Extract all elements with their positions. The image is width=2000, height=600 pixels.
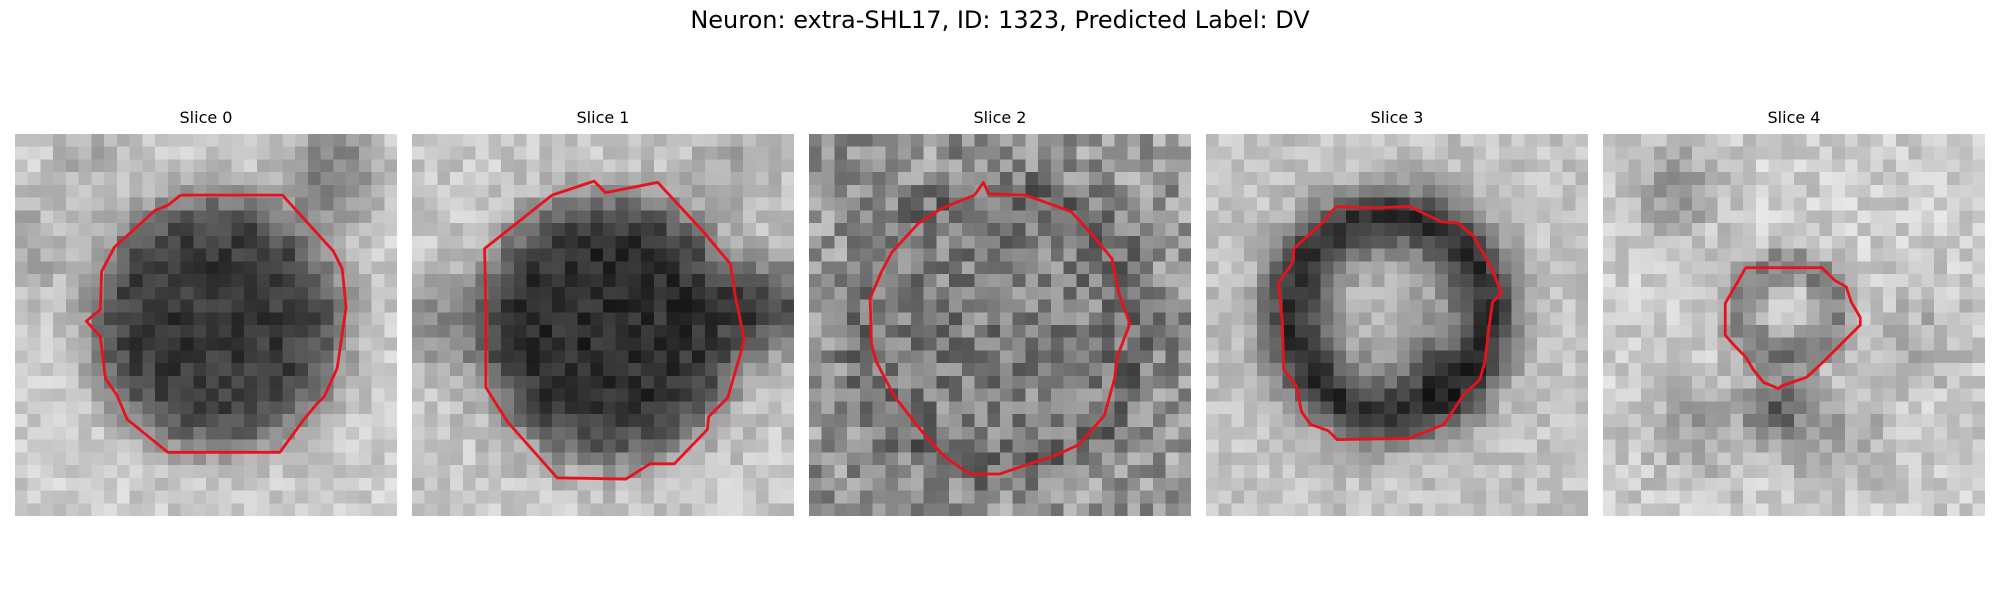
neuron-contour (1723, 266, 1862, 391)
neuron-contour (1277, 205, 1503, 442)
contour-overlay-4 (1723, 266, 1862, 391)
slice-title: Slice 4 (1767, 108, 1821, 127)
neuron-contour (84, 193, 348, 454)
slice-title: Slice 1 (576, 108, 630, 127)
figure-title: Neuron: extra-SHL17, ID: 1323, Predicted… (690, 6, 1310, 34)
slice-title: Slice 2 (973, 108, 1027, 127)
slice-image (15, 134, 397, 516)
contour-overlay-0 (84, 193, 348, 454)
slice-image (809, 134, 1191, 516)
neuron-contour (868, 180, 1132, 476)
grayscale-image-3 (1206, 134, 1588, 516)
contour-overlay-1 (483, 179, 746, 481)
grayscale-image-1 (412, 134, 794, 516)
neuron-contour (483, 179, 746, 481)
contour-overlay-2 (868, 180, 1132, 476)
grayscale-image-4 (1603, 134, 1985, 516)
grayscale-image-2 (809, 134, 1191, 516)
slice-title: Slice 3 (1370, 108, 1424, 127)
slice-image (1206, 134, 1588, 516)
contour-overlay-3 (1277, 205, 1503, 442)
slice-image (1603, 134, 1985, 516)
slice-image (412, 134, 794, 516)
slice-title: Slice 0 (179, 108, 233, 127)
